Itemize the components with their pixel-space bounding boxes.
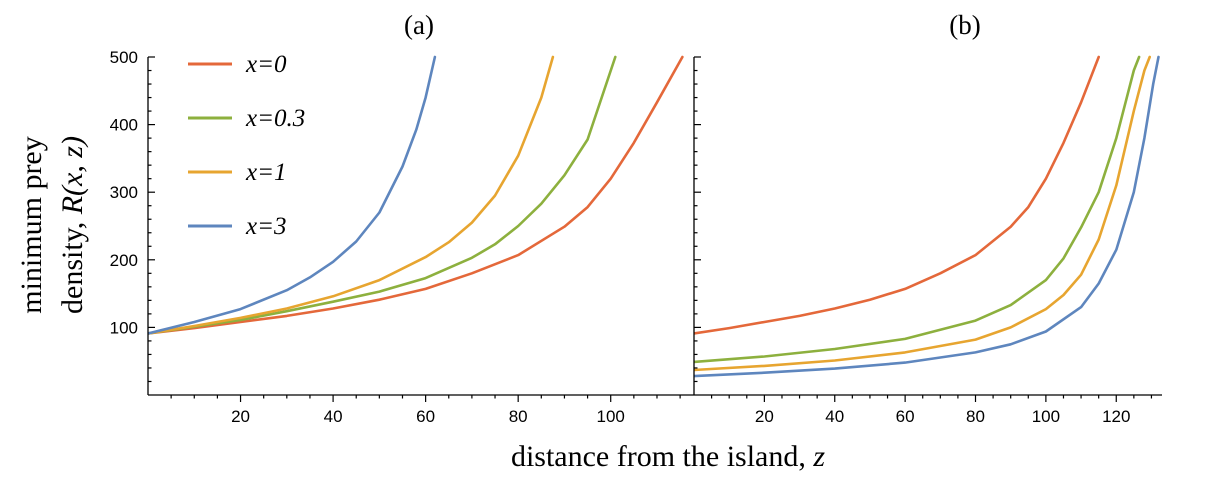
- y-tick-label: 400: [110, 116, 138, 135]
- legend-item: x=3: [188, 213, 286, 240]
- x-axis-title: distance from the island, z: [511, 440, 825, 473]
- panel-a: (a) 20 40 60 80 100 100 200 300 400 500: [110, 10, 694, 426]
- legend-label: x=0.3: [245, 105, 305, 132]
- panel-b: (b) 20 40 60 80 100 120: [693, 10, 1162, 426]
- series-line-b-x3: [694, 55, 1160, 378]
- series-line-b-x0: [694, 55, 1100, 335]
- series-line-b-x03: [694, 55, 1141, 364]
- x-tick-label-b: 80: [966, 407, 985, 426]
- series-line-a-x1: [148, 55, 555, 335]
- x-axis-title-prefix: distance from the island,: [511, 440, 813, 473]
- series-line-a-x3: [148, 55, 437, 335]
- y-axis-title-prefix: density,: [56, 214, 89, 314]
- y-axis-title-math: R(x, z): [56, 136, 89, 215]
- y-axis-title-line1: minimum prey: [15, 136, 48, 313]
- x-tick-label-b: 40: [825, 407, 844, 426]
- series-line-a-x03: [148, 55, 617, 335]
- legend-item: x=0: [188, 51, 287, 78]
- legend-label: x=1: [245, 159, 286, 186]
- panel-b-axes: 20 40 60 80 100 120: [693, 56, 1162, 426]
- x-tick-label-a: 40: [324, 407, 343, 426]
- panel-b-title: (b): [949, 10, 980, 40]
- y-axis-title: minimum prey density, R(x, z): [15, 136, 89, 314]
- x-tick-label-b: 20: [755, 407, 774, 426]
- legend-label: x=3: [245, 213, 286, 240]
- panel-a-title: (a): [404, 10, 434, 40]
- x-tick-label-a: 20: [231, 407, 250, 426]
- x-tick-label-a: 100: [597, 407, 625, 426]
- y-tick-label: 500: [110, 48, 138, 67]
- panel-a-axes: 20 40 60 80 100 100 200 300 400 500: [110, 48, 694, 426]
- y-tick-label: 300: [110, 183, 138, 202]
- legend-label: x=0: [245, 51, 287, 78]
- series-line-b-x1: [694, 55, 1151, 372]
- x-tick-label-a: 80: [509, 407, 528, 426]
- y-tick-label: 100: [110, 318, 138, 337]
- y-tick-label: 200: [110, 251, 138, 270]
- x-tick-label-b: 60: [896, 407, 915, 426]
- x-tick-label-a: 60: [416, 407, 435, 426]
- panel-a-curves: [148, 55, 684, 335]
- legend-item: x=1: [188, 159, 286, 186]
- y-axis-title-line2: density, R(x, z): [56, 136, 89, 314]
- x-axis-title-math: z: [812, 440, 825, 473]
- series-line-a-x0: [148, 55, 684, 335]
- x-tick-label-b: 100: [1032, 407, 1060, 426]
- x-tick-label-b: 120: [1102, 407, 1130, 426]
- panel-b-curves: [694, 55, 1160, 378]
- legend: x=0 x=0.3 x=1 x=3: [188, 51, 305, 240]
- legend-item: x=0.3: [188, 105, 305, 132]
